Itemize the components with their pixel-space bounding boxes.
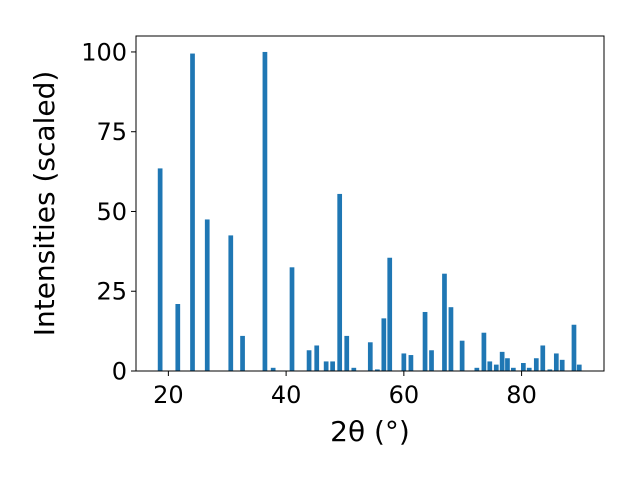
y-tick-label: 50 <box>96 198 127 226</box>
x-axis-ticks: 20 40 60 80 <box>153 371 537 409</box>
bar <box>175 304 181 371</box>
bar <box>576 364 582 371</box>
bar <box>262 51 268 371</box>
bar <box>521 363 526 371</box>
bar <box>270 367 276 371</box>
bar <box>540 345 546 371</box>
bar <box>571 324 577 371</box>
y-tick-label: 100 <box>81 38 127 66</box>
bar <box>422 311 428 371</box>
y-tick-label: 75 <box>96 118 127 146</box>
bar <box>533 358 539 371</box>
bar <box>547 369 553 371</box>
bar <box>408 355 414 371</box>
y-axis-label: Intensities (scaled) <box>28 71 61 337</box>
bar <box>442 273 447 371</box>
bar <box>553 353 559 371</box>
x-tick-label: 80 <box>506 381 537 409</box>
bar <box>474 367 480 371</box>
bar <box>157 168 163 371</box>
bar <box>387 257 393 371</box>
bar <box>481 332 487 371</box>
bar <box>289 267 295 371</box>
bar <box>526 367 532 371</box>
bar <box>487 361 493 371</box>
bar <box>499 351 505 371</box>
x-tick-label: 60 <box>389 381 420 409</box>
bar <box>190 53 195 372</box>
y-tick-label: 25 <box>96 278 127 306</box>
bar <box>559 359 565 371</box>
bar <box>351 367 357 371</box>
y-axis-ticks: 0 25 50 75 100 <box>81 38 136 386</box>
bar <box>314 345 320 371</box>
x-tick-label: 40 <box>271 381 302 409</box>
plot-frame <box>135 35 605 372</box>
bar <box>323 361 329 371</box>
bar <box>330 361 335 371</box>
bars <box>157 51 582 372</box>
bar <box>381 318 387 371</box>
bar <box>337 193 343 371</box>
bar <box>367 342 373 371</box>
bar <box>344 335 350 371</box>
bar <box>493 364 499 371</box>
bar <box>448 307 454 371</box>
bar <box>429 350 434 371</box>
bar <box>505 358 510 371</box>
bar <box>510 367 516 371</box>
bar <box>204 219 210 371</box>
bar <box>401 353 407 371</box>
bar <box>228 235 234 371</box>
bar <box>459 340 465 371</box>
x-axis-label: 2θ (°) <box>330 415 410 448</box>
x-tick-label: 20 <box>153 381 184 409</box>
y-tick-label: 0 <box>112 358 127 386</box>
bar <box>306 350 312 371</box>
bar <box>375 369 380 371</box>
bar <box>240 335 245 371</box>
